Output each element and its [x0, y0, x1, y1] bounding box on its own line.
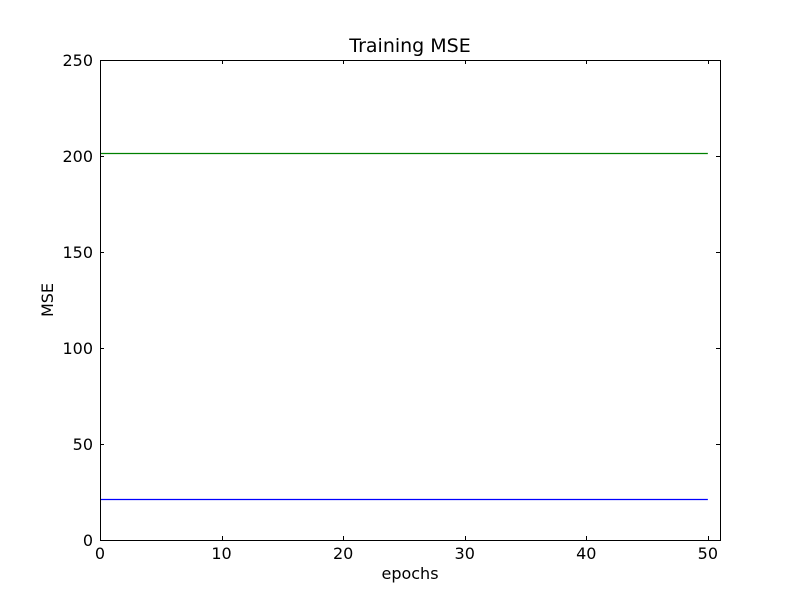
series-layer: [100, 152, 708, 501]
chart-title: Training MSE: [348, 35, 470, 57]
x-tick-label: 40: [576, 544, 596, 563]
y-tick-label: 0: [83, 531, 93, 550]
plot-area-frame: [100, 60, 721, 541]
y-axis-label: MSE: [38, 283, 57, 317]
x-axis-label: epochs: [381, 564, 438, 583]
x-tick-label: 50: [698, 544, 718, 563]
y-tick-label: 50: [73, 435, 93, 454]
x-tick-label: 20: [333, 544, 353, 563]
y-tick-label: 250: [62, 51, 93, 70]
y-tick-label: 150: [62, 243, 93, 262]
x-tick-label: 30: [455, 544, 475, 563]
ticks-layer: 0 10 20 30 40 50 0 50 100 150 200 250: [62, 51, 720, 563]
y-tick-label: 200: [62, 147, 93, 166]
y-tick-label: 100: [62, 339, 93, 358]
x-tick-label: 0: [95, 544, 105, 563]
x-tick-label: 10: [211, 544, 231, 563]
